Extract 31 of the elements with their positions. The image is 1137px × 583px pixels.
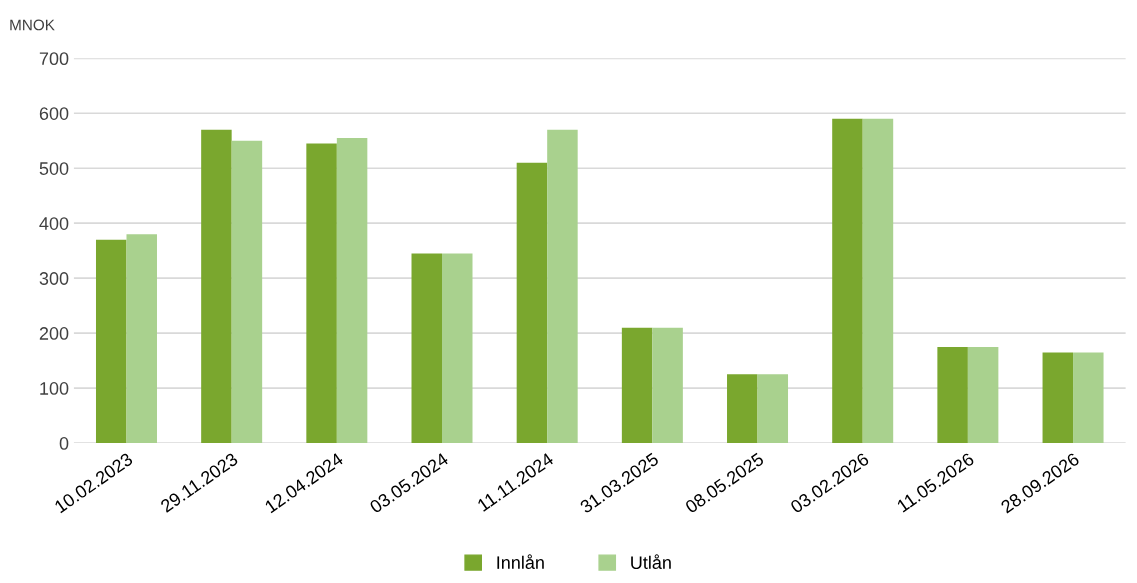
bar [1042,352,1074,444]
y-tick-label: 500 [39,162,69,175]
bar [126,234,157,444]
bar [937,346,968,444]
bar [95,239,127,444]
bar [832,118,863,444]
y-tick-label: 200 [39,327,69,340]
bar [967,346,999,444]
y-tick-label: 600 [39,107,69,120]
y-tick-label: 700 [39,52,69,66]
bar [411,253,443,444]
bar [727,374,758,444]
y-tick-label: 300 [39,272,69,285]
bar [652,327,683,444]
y-tick-label: 400 [39,217,69,230]
bar [1073,352,1104,444]
y-tick-label: 0 [59,437,69,450]
y-tick-label: 100 [40,382,69,395]
bar [757,374,789,444]
bar [231,140,263,444]
bar [862,118,894,444]
bar [442,253,473,444]
bar [547,129,578,444]
legend-label: Utlån [631,554,671,570]
bar [621,327,653,444]
bar [201,129,232,444]
legend-label: Innlån [497,554,544,570]
bar [306,143,337,444]
bar [516,162,548,444]
bar [336,138,368,444]
y-axis-title: MNOK [10,19,55,31]
